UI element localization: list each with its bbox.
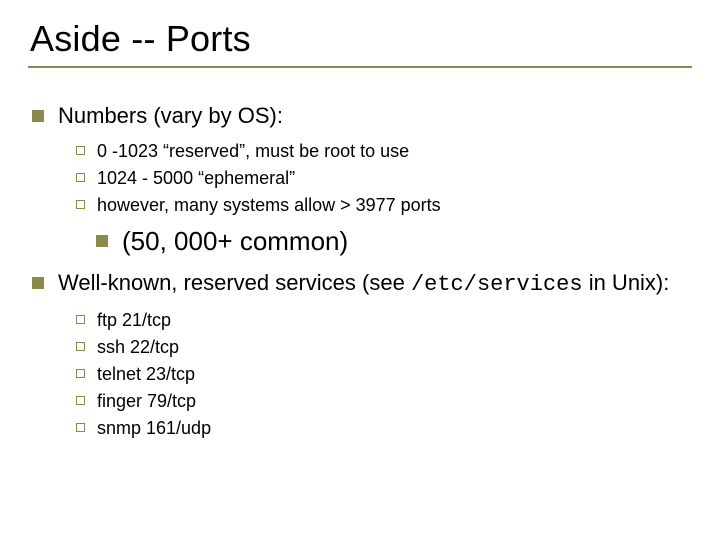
list-item-text: 0 -1023 “reserved”, must be root to use [97, 140, 692, 163]
slide-title: Aside -- Ports [30, 18, 690, 60]
list-item-text: 1024 - 5000 “ephemeral” [97, 167, 692, 190]
bullet-text: (50, 000+ common) [122, 225, 348, 258]
bullet-common: (50, 000+ common) [96, 225, 692, 258]
hollow-square-icon [76, 369, 85, 378]
bullet-text: Numbers (vary by OS): [58, 102, 692, 130]
list-item: ftp 21/tcp [76, 309, 692, 332]
text-pre: Well-known, reserved services (see [58, 270, 411, 295]
list-item: 0 -1023 “reserved”, must be root to use [76, 140, 692, 163]
list-item-text: however, many systems allow > 3977 ports [97, 194, 692, 217]
bullet-wellknown: Well-known, reserved services (see /etc/… [32, 269, 692, 299]
bullet-text: Well-known, reserved services (see /etc/… [58, 269, 692, 299]
hollow-square-icon [76, 146, 85, 155]
list-item-text: finger 79/tcp [97, 390, 692, 413]
list-item: snmp 161/udp [76, 417, 692, 440]
list-item-text: ssh 22/tcp [97, 336, 692, 359]
title-rule: Aside -- Ports [28, 18, 692, 68]
square-bullet-icon [32, 110, 44, 122]
list-item-text: snmp 161/udp [97, 417, 692, 440]
text-post: in Unix): [583, 270, 670, 295]
sub-bullets-services: ftp 21/tcp ssh 22/tcp telnet 23/tcp fing… [76, 309, 692, 440]
hollow-square-icon [76, 342, 85, 351]
code-path: /etc/services [411, 272, 583, 297]
list-item-text: ftp 21/tcp [97, 309, 692, 332]
hollow-square-icon [76, 173, 85, 182]
list-item-text: telnet 23/tcp [97, 363, 692, 386]
hollow-square-icon [76, 423, 85, 432]
bullet-numbers: Numbers (vary by OS): [32, 102, 692, 130]
list-item: 1024 - 5000 “ephemeral” [76, 167, 692, 190]
hollow-square-icon [76, 396, 85, 405]
list-item: finger 79/tcp [76, 390, 692, 413]
list-item: telnet 23/tcp [76, 363, 692, 386]
slide-body: Numbers (vary by OS): 0 -1023 “reserved”… [28, 102, 692, 440]
hollow-square-icon [76, 315, 85, 324]
square-bullet-icon [32, 277, 44, 289]
hollow-square-icon [76, 200, 85, 209]
list-item: however, many systems allow > 3977 ports [76, 194, 692, 217]
square-bullet-icon [96, 235, 108, 247]
slide: Aside -- Ports Numbers (vary by OS): 0 -… [0, 0, 720, 540]
sub-bullets-numbers: 0 -1023 “reserved”, must be root to use … [76, 140, 692, 217]
list-item: ssh 22/tcp [76, 336, 692, 359]
